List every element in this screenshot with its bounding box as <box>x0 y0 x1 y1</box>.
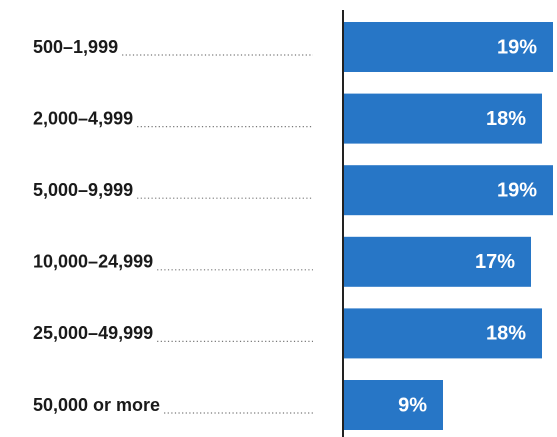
bar <box>344 380 443 430</box>
value-label: 19% <box>497 179 537 201</box>
value-label: 18% <box>486 323 526 345</box>
category-label: 5,000–9,999 <box>33 180 133 200</box>
category-label: 500–1,999 <box>33 37 118 57</box>
value-label: 17% <box>475 251 515 273</box>
bar <box>344 22 553 72</box>
value-label: 9% <box>398 394 427 416</box>
category-label: 2,000–4,999 <box>33 108 133 128</box>
bar <box>344 93 542 144</box>
value-label: 18% <box>486 108 526 130</box>
category-label: 50,000 or more <box>33 395 160 415</box>
bar <box>344 308 542 359</box>
category-label: 25,000–49,999 <box>33 323 153 343</box>
bar <box>344 236 531 287</box>
value-label: 19% <box>497 36 537 58</box>
category-label: 10,000–24,999 <box>33 252 153 272</box>
bar <box>344 165 553 216</box>
